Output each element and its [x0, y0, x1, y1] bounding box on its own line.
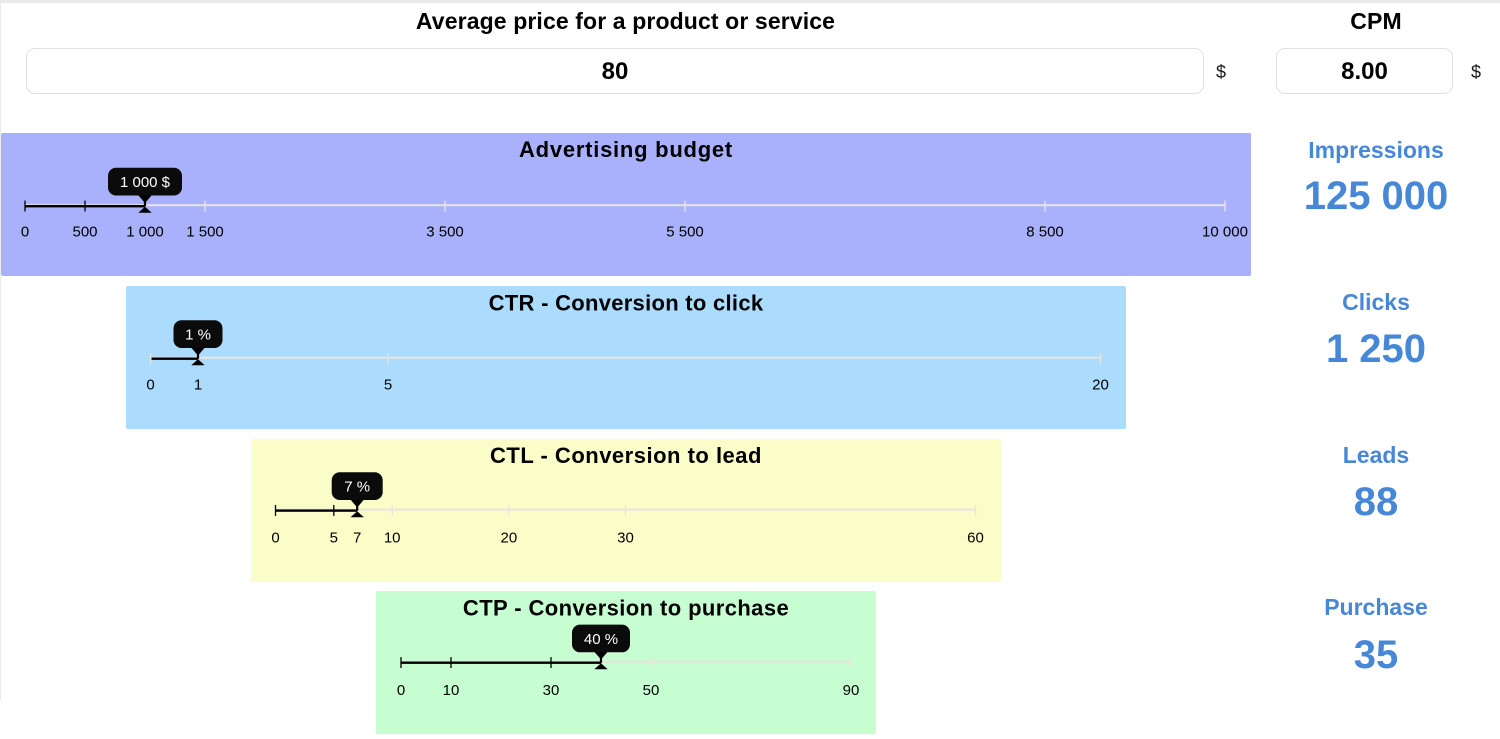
- svg-text:1 %: 1 %: [185, 327, 211, 344]
- svg-text:1 000 $: 1 000 $: [120, 174, 171, 191]
- svg-text:20: 20: [1092, 377, 1109, 394]
- svg-text:CTP - Conversion to purchase: CTP - Conversion to purchase: [463, 595, 789, 620]
- svg-text:CTL - Conversion to lead: CTL - Conversion to lead: [490, 443, 762, 468]
- svg-text:8 500: 8 500: [1026, 224, 1064, 241]
- svg-text:0: 0: [146, 377, 154, 394]
- svg-text:5: 5: [330, 529, 338, 546]
- svg-text:5 500: 5 500: [666, 224, 704, 241]
- svg-text:40 %: 40 %: [584, 631, 618, 648]
- svg-text:20: 20: [500, 529, 517, 546]
- svg-text:7: 7: [353, 529, 361, 546]
- svg-text:90: 90: [843, 682, 860, 699]
- svg-text:CTR - Conversion to click: CTR - Conversion to click: [489, 290, 764, 315]
- svg-text:1: 1: [194, 377, 202, 394]
- svg-text:0: 0: [21, 224, 29, 241]
- svg-text:60: 60: [967, 529, 984, 546]
- svg-text:5: 5: [384, 377, 392, 394]
- svg-text:10: 10: [384, 529, 401, 546]
- svg-text:30: 30: [617, 529, 634, 546]
- svg-text:10 000: 10 000: [1202, 224, 1248, 241]
- svg-text:10: 10: [443, 682, 460, 699]
- svg-text:0: 0: [271, 529, 279, 546]
- svg-text:Advertising budget: Advertising budget: [519, 137, 733, 162]
- svg-text:30: 30: [543, 682, 560, 699]
- svg-text:1 500: 1 500: [186, 224, 224, 241]
- svg-text:0: 0: [397, 682, 405, 699]
- svg-text:50: 50: [643, 682, 660, 699]
- svg-text:7 %: 7 %: [344, 479, 370, 496]
- svg-text:1 000: 1 000: [126, 224, 164, 241]
- svg-text:3 500: 3 500: [426, 224, 464, 241]
- svg-text:500: 500: [72, 224, 97, 241]
